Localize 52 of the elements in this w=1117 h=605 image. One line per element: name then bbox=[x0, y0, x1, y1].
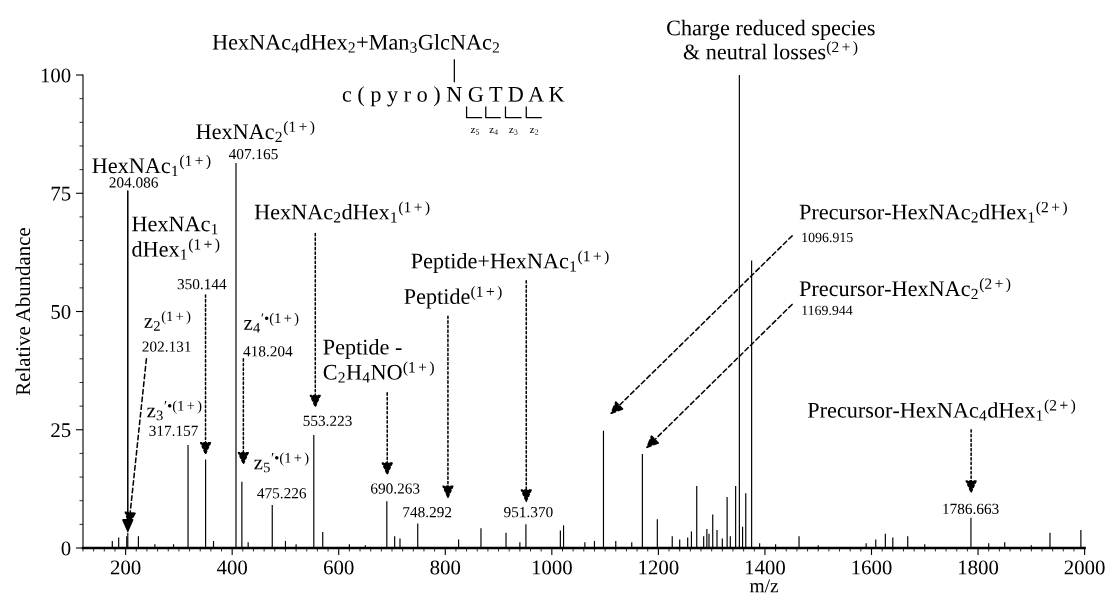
x-tick-label: 1600 bbox=[852, 560, 892, 575]
annotation: Peptide+HexNAc$_{1}$$^{(1+)}$ bbox=[411, 250, 609, 274]
annotation: z$_{3}$$^{′•(1+)}$ bbox=[147, 400, 202, 421]
annotation: 202.131 bbox=[142, 341, 191, 352]
annotation: Peptide - C$_{2}$H$_{4}$NO$^{(1+)}$ bbox=[323, 338, 434, 383]
annotation: 748.292 bbox=[403, 506, 452, 518]
x-tick-label: 1400 bbox=[745, 560, 785, 575]
y-tick-label: 50 bbox=[51, 304, 71, 319]
x-tick-label: 600 bbox=[323, 560, 354, 575]
text: HexNAc$_{1}$ dHex$_{1}$$^{(1+)}$ bbox=[132, 216, 220, 260]
annotation: 407.165 bbox=[228, 148, 278, 160]
annotation: c ( p y r o ) N G T D A K bbox=[342, 86, 565, 107]
x-tick-label: 800 bbox=[430, 560, 461, 575]
y-tick-label: 0 bbox=[61, 541, 71, 556]
annotation: 1786.663 bbox=[943, 503, 999, 515]
annotation: HexNAc$_{2}$$^{(1+)}$ bbox=[196, 121, 315, 143]
y-tick-label: 100 bbox=[41, 68, 71, 83]
text: Charge reduced species & neutral losses$^{(2+)}$ bbox=[667, 19, 875, 60]
x-tick-label: 1800 bbox=[959, 560, 999, 575]
annotation: 1096.915 bbox=[802, 232, 853, 243]
annotation: z$_{4}$$^{′•(1+)}$ bbox=[244, 312, 299, 333]
annotation: Precursor-HexNAc$_{2}$$^{(2+)}$ bbox=[799, 278, 1011, 300]
annotation: z$_{3}$ bbox=[509, 127, 518, 135]
y-tick-label: 75 bbox=[51, 186, 71, 201]
x-axis-title: m/z bbox=[749, 579, 779, 593]
annotation: HexNAc$_{2}$dHex$_{1}$$^{(1+)}$ bbox=[254, 201, 430, 223]
annotation: Precursor-HexNAc$_{2}$dHex$_{1}$$^{(2+)}$ bbox=[799, 201, 1067, 223]
annotation: Peptide$^{(1+)}$ bbox=[404, 285, 502, 309]
x-tick-label: 200 bbox=[110, 560, 141, 575]
annotation: Precursor-HexNAc$_{4}$dHex$_{1}$$^{(2+)}$ bbox=[807, 399, 1076, 421]
annotation: z$_{5}$$^{′•(1+)}$ bbox=[254, 452, 309, 473]
annotation: 553.223 bbox=[303, 415, 352, 427]
annotation: z$_{5}$ bbox=[470, 127, 480, 135]
annotation: 690.263 bbox=[371, 483, 420, 494]
y-tick-label: 25 bbox=[51, 423, 71, 438]
annotation: 350.144 bbox=[177, 279, 227, 290]
text: HexNAc$_{4}$dHex$_{2}$+Man$_{3}$GlcNAc$_{2}$ bbox=[212, 34, 500, 53]
x-tick-label: 2000 bbox=[1064, 560, 1105, 575]
annotation: z$_{4}$ bbox=[489, 127, 498, 135]
x-tick-label: 400 bbox=[216, 560, 247, 575]
annotation: 1169.944 bbox=[802, 305, 853, 316]
annotation: HexNAc$_{1}$$^{(1+)}$ bbox=[92, 155, 211, 177]
annotation: 418.204 bbox=[243, 346, 293, 357]
annotation: z$_{2}$$^{(1+)}$ bbox=[144, 310, 191, 331]
x-tick-label: 1200 bbox=[639, 560, 679, 575]
annotation: 475.226 bbox=[257, 488, 307, 499]
annotation: z$_{2}$ bbox=[529, 127, 539, 135]
annotation: 951.370 bbox=[504, 506, 553, 518]
annotation: 317.157 bbox=[149, 425, 198, 437]
x-tick-label: 1000 bbox=[532, 560, 572, 575]
y-axis-title: Relative Abundance bbox=[15, 228, 31, 396]
annotation: 204.086 bbox=[109, 177, 158, 188]
